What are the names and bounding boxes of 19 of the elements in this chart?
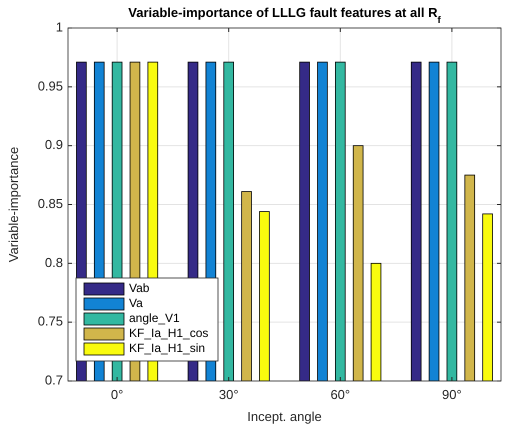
- y-tick-label: 0.95: [38, 78, 63, 94]
- y-tick-label: 0.7: [44, 372, 63, 388]
- legend-label: Va: [129, 296, 144, 310]
- chart-title: Variable-importance of LLLG fault features at all R$_{f}$: [128, 5, 442, 26]
- x-tick-label: 90°: [442, 387, 462, 402]
- y-tick-label: 0.85: [38, 196, 63, 211]
- x-tick-label: 30°: [218, 387, 239, 402]
- y-tick-label: 0.8: [44, 254, 63, 270]
- legend-label: KF_Ia_H1_cos: [129, 326, 208, 340]
- y-tick-label: 0.9: [44, 137, 63, 152]
- x-tick-label: 60°: [330, 387, 350, 402]
- legend-label: KF_Ia_H1_sin: [129, 341, 206, 356]
- y-axis-title: Variable-importance: [6, 146, 21, 262]
- y-tick-label: 1: [56, 19, 63, 34]
- x-tick-label: 0°: [110, 387, 124, 402]
- legend-label: Vab: [129, 281, 150, 296]
- legend-label: angle_V1: [129, 311, 180, 326]
- x-axis-title: Incept. angle: [247, 409, 322, 424]
- y-tick-label: 0.75: [38, 314, 63, 329]
